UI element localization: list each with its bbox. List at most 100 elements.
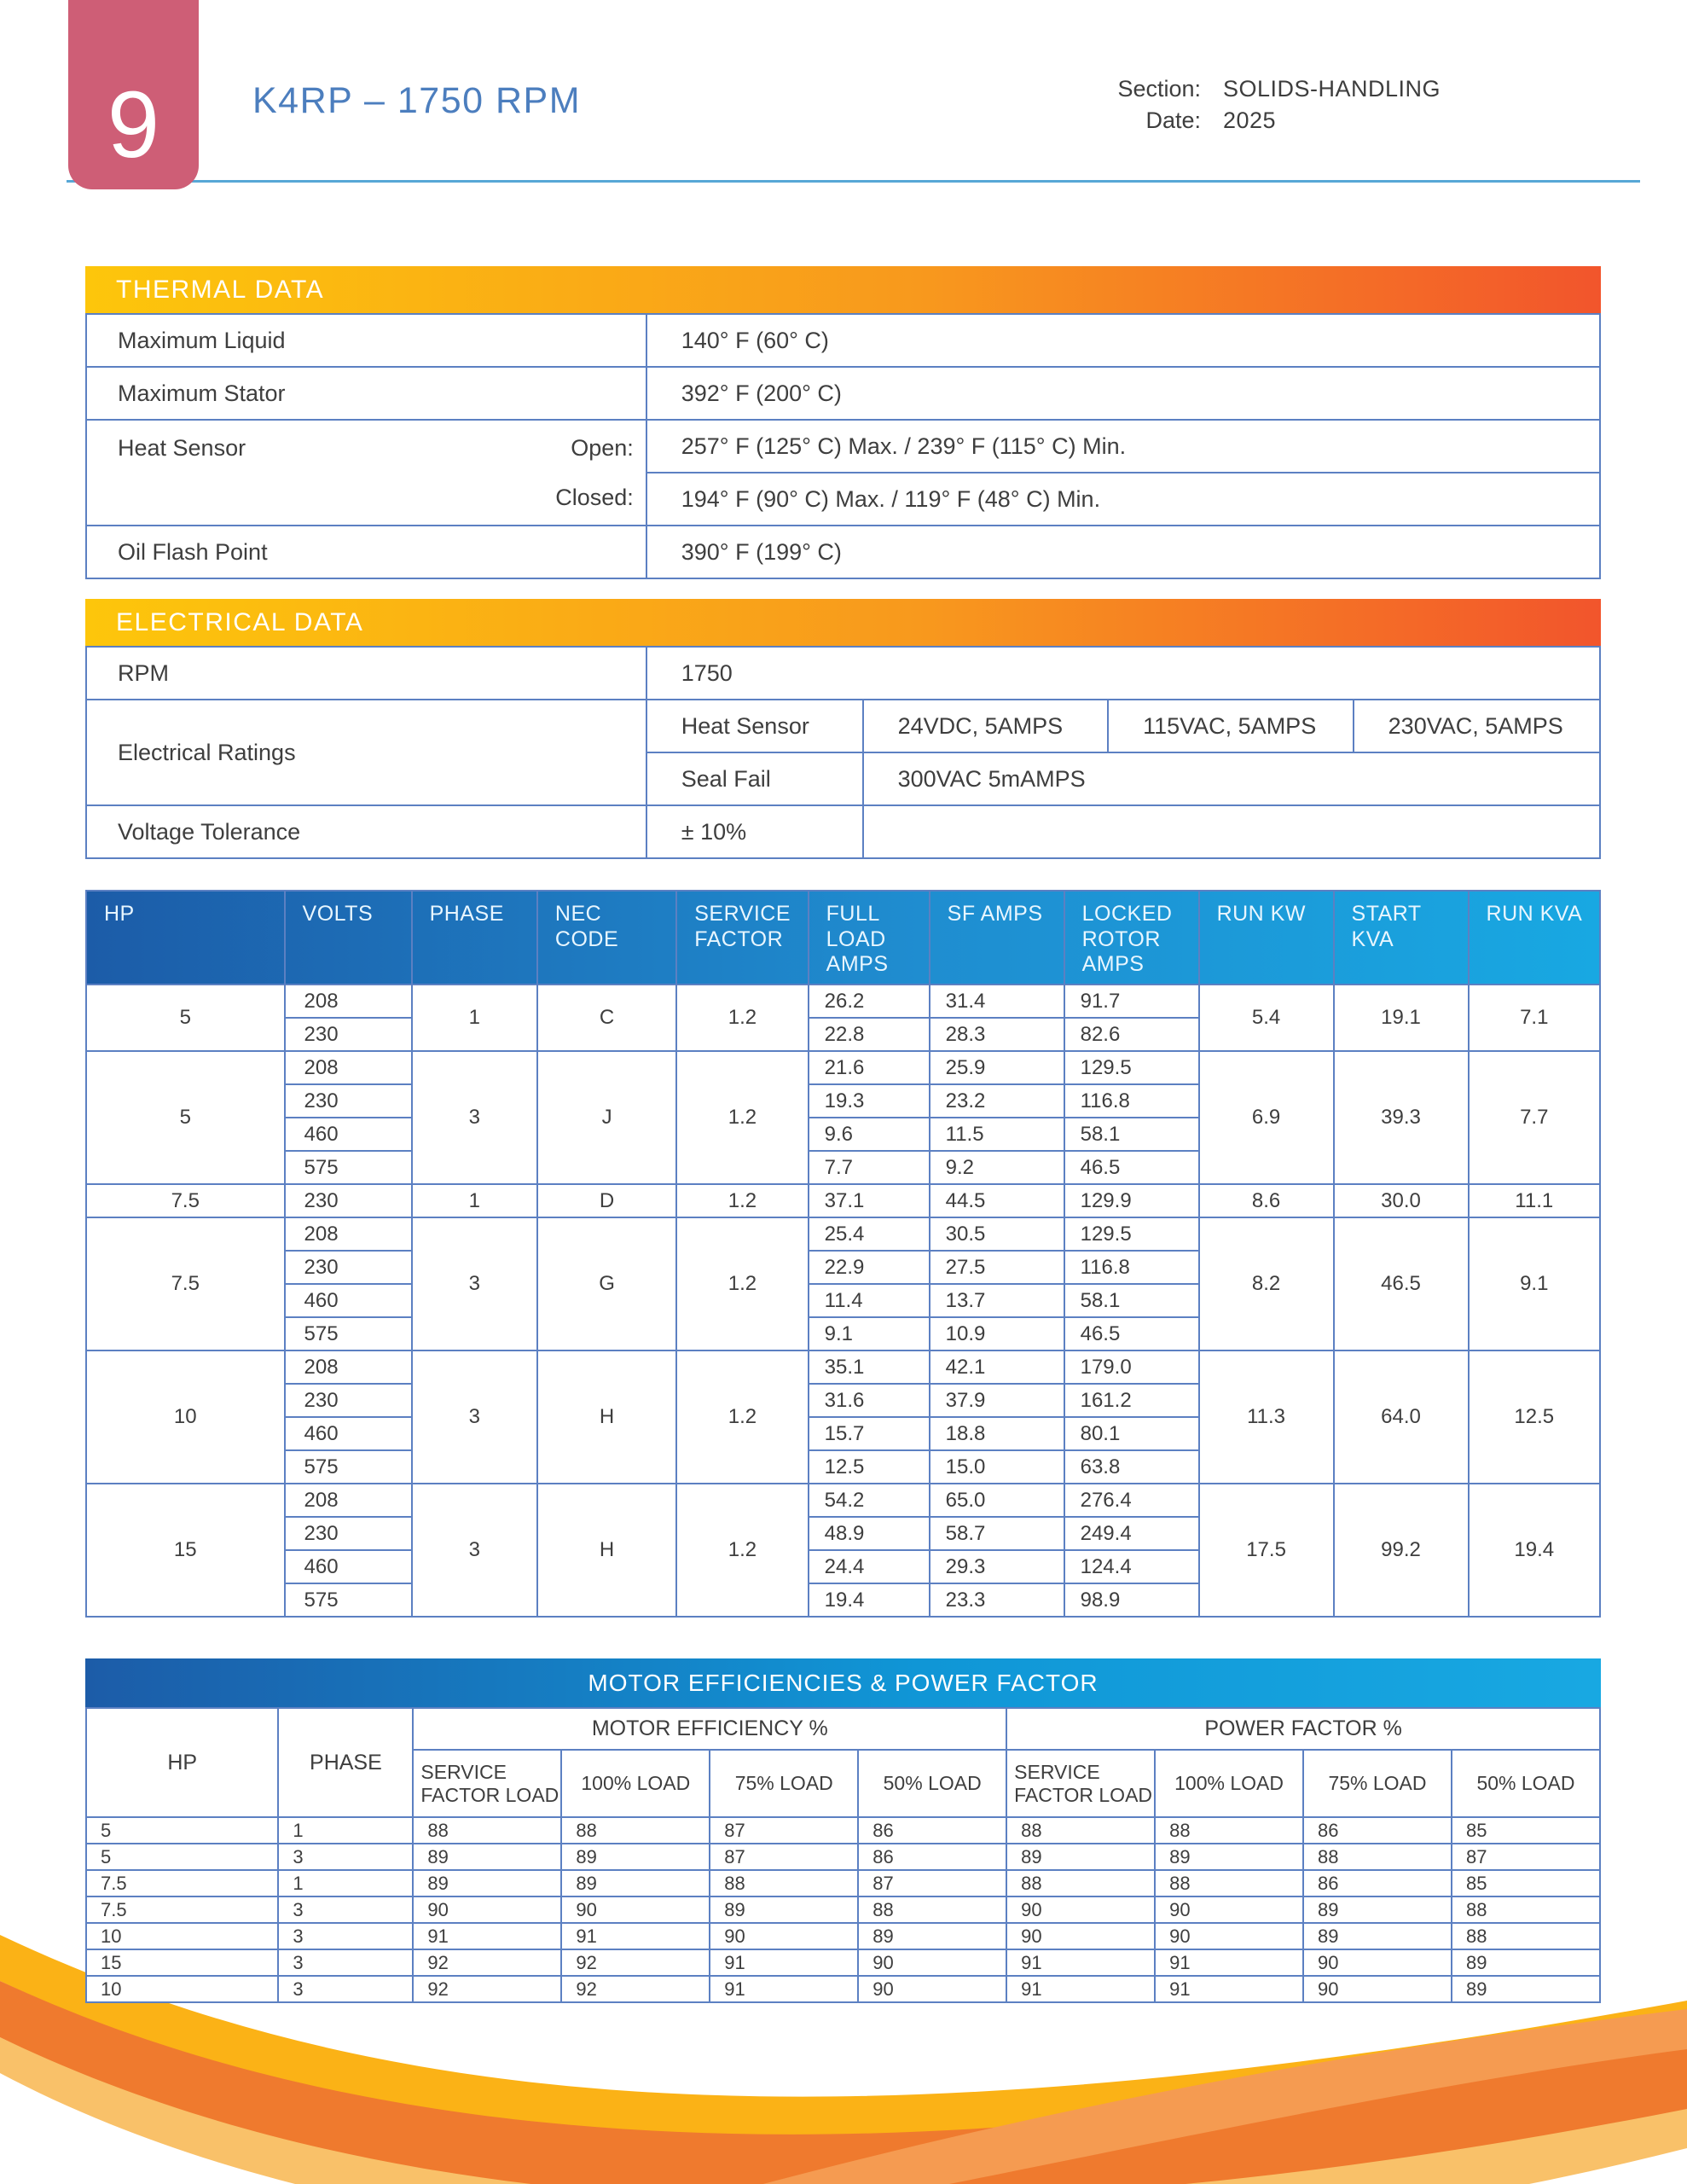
heat-sensor-open-row: Heat Sensor Open: (87, 423, 646, 473)
col-header-eff-75-load: 75% LOAD (709, 1749, 860, 1818)
start-kva-value: 19.1 (1332, 984, 1470, 1052)
max-stator-label: Maximum Stator (85, 366, 647, 421)
eff-100-value: 89 (560, 1843, 711, 1871)
eff-75-value: 91 (709, 1975, 860, 2003)
hp-value: 5 (84, 1816, 280, 1844)
eff-100-value: 88 (560, 1816, 711, 1844)
volts-value: 208 (283, 984, 413, 1019)
sf-amps-value: 44.5 (928, 1183, 1065, 1218)
rpm-value: 1750 (645, 646, 1602, 700)
hp-value: 5 (85, 1050, 286, 1185)
volts-value: 460 (283, 1283, 413, 1318)
table-row: 575 12.5 15.0 63.8 (86, 1449, 1600, 1484)
voltage-tolerance-label: Voltage Tolerance (85, 804, 647, 859)
table-row: 5 208 1 C 1.2 26.2 31.4 91.7 5.4 19.1 7.… (85, 984, 1602, 1052)
run-kva-value: 11.1 (1467, 1183, 1602, 1218)
pf-50-value: 88 (1450, 1896, 1602, 1924)
eff-100-value: 89 (560, 1869, 711, 1897)
run-kw-value: 17.5 (1197, 1483, 1335, 1618)
eff-sfl-value: 92 (412, 1975, 563, 2003)
col-header-run-kva: RUN KVA (1467, 890, 1602, 985)
full-load-amps-value: 11.4 (807, 1283, 930, 1318)
col-header-eff-100-load: 100% LOAD (560, 1749, 711, 1818)
hp-value: 15 (84, 1949, 280, 1977)
phase-value: 1 (410, 984, 538, 1052)
start-kva-value: 64.0 (1332, 1350, 1470, 1484)
volts-value: 230 (283, 1250, 413, 1285)
locked-rotor-amps-value: 82.6 (1063, 1017, 1200, 1052)
pf-100-value: 89 (1154, 1843, 1305, 1871)
eff-50-value: 87 (857, 1869, 1008, 1897)
sf-amps-value: 11.5 (928, 1117, 1065, 1152)
pf-75-value: 90 (1302, 1975, 1452, 2003)
eff-50-value: 88 (857, 1896, 1008, 1924)
hp-value: 10 (85, 1350, 286, 1484)
nec-code-value: H (536, 1483, 678, 1618)
locked-rotor-amps-value: 46.5 (1063, 1316, 1200, 1351)
table-row: RPM 1750 (85, 646, 1602, 700)
col-header-pf-50-load: 50% LOAD (1450, 1749, 1602, 1818)
table-row: 10 3 91 91 90 89 90 90 89 88 (84, 1922, 1602, 1950)
phase-value: 1 (410, 1183, 538, 1218)
col-header-hp: HP (85, 890, 286, 985)
motor-ratings-table: HP VOLTS PHASE NEC CODE SERVICE FACTOR F… (85, 890, 1602, 1618)
thermal-data-table: Maximum Liquid 140° F (60° C) Maximum St… (85, 313, 1602, 579)
service-factor-value: 1.2 (675, 1050, 809, 1185)
pf-75-value: 89 (1302, 1922, 1452, 1950)
pf-sfl-value: 91 (1006, 1975, 1157, 2003)
date-row: Date: 2025 (1071, 105, 1441, 136)
table-row: 230 31.6 37.9 161.2 (86, 1383, 1600, 1418)
locked-rotor-amps-value: 249.4 (1063, 1516, 1200, 1551)
table-row: Voltage Tolerance ± 10% (85, 804, 1602, 859)
eff-75-value: 87 (709, 1843, 860, 1871)
table-row: Seal Fail 300VAC 5mAMPS (86, 752, 1602, 806)
open-label: Open: (571, 434, 634, 461)
locked-rotor-amps-value: 63.8 (1063, 1449, 1200, 1484)
bottom-swoosh-decoration (0, 1935, 1687, 2184)
pf-50-value: 85 (1450, 1816, 1602, 1844)
sf-amps-value: 25.9 (928, 1050, 1065, 1085)
max-stator-value: 392° F (200° C) (645, 366, 1602, 421)
locked-rotor-amps-value: 58.1 (1063, 1283, 1200, 1318)
heat-sensor-open-value: 257° F (125° C) Max. / 239° F (115° C) M… (645, 419, 1602, 473)
run-kva-value: 12.5 (1467, 1350, 1602, 1484)
pf-75-value: 88 (1302, 1843, 1452, 1871)
eff-50-value: 86 (857, 1816, 1008, 1844)
voltage-tolerance-value: ± 10% (645, 804, 864, 859)
pf-100-value: 88 (1154, 1816, 1305, 1844)
col-header-start-kva: START KVA (1332, 890, 1470, 985)
col-header-phase: PHASE (410, 890, 538, 985)
pf-50-value: 85 (1450, 1869, 1602, 1897)
table-row: 5 3 89 89 87 86 89 89 88 87 (84, 1843, 1602, 1871)
hp-value: 7.5 (84, 1896, 280, 1924)
table-row: 230 19.3 23.2 116.8 (86, 1083, 1600, 1118)
phase-value: 3 (410, 1350, 538, 1484)
table-row: 7.5 230 1 D 1.2 37.1 44.5 129.9 8.6 30.0… (85, 1183, 1602, 1218)
full-load-amps-value: 35.1 (807, 1350, 930, 1385)
efficiency-table-subheader: HP PHASE MOTOR EFFICIENCY % POWER FACTOR… (84, 1707, 1602, 1818)
sf-amps-value: 58.7 (928, 1516, 1065, 1551)
efficiency-table: HP PHASE MOTOR EFFICIENCY % POWER FACTOR… (84, 1707, 1602, 2003)
table-row: 460 9.6 11.5 58.1 (86, 1117, 1600, 1152)
full-load-amps-value: 24.4 (807, 1549, 930, 1584)
phase-value: 3 (277, 1975, 415, 2003)
table-row: 575 7.7 9.2 46.5 (86, 1150, 1600, 1185)
empty-cell (861, 804, 1602, 859)
sf-amps-value: 23.2 (928, 1083, 1065, 1118)
locked-rotor-amps-value: 58.1 (1063, 1117, 1200, 1152)
eff-75-value: 90 (709, 1922, 860, 1950)
nec-code-value: D (536, 1183, 678, 1218)
sf-amps-value: 37.9 (928, 1383, 1065, 1418)
locked-rotor-amps-value: 129.9 (1063, 1183, 1200, 1218)
page-title: K4RP – 1750 RPM (252, 80, 582, 121)
volts-value: 460 (283, 1416, 413, 1451)
volts-value: 208 (283, 1483, 413, 1518)
start-kva-value: 46.5 (1332, 1217, 1470, 1351)
col-header-eff-service-factor-load: SERVICE FACTOR LOAD (412, 1749, 563, 1818)
locked-rotor-amps-value: 46.5 (1063, 1150, 1200, 1185)
full-load-amps-value: 12.5 (807, 1449, 930, 1484)
pf-sfl-value: 89 (1006, 1843, 1157, 1871)
service-factor-value: 1.2 (675, 1350, 809, 1484)
eff-sfl-value: 91 (412, 1922, 563, 1950)
heat-sensor-label: Heat Sensor (118, 434, 246, 461)
